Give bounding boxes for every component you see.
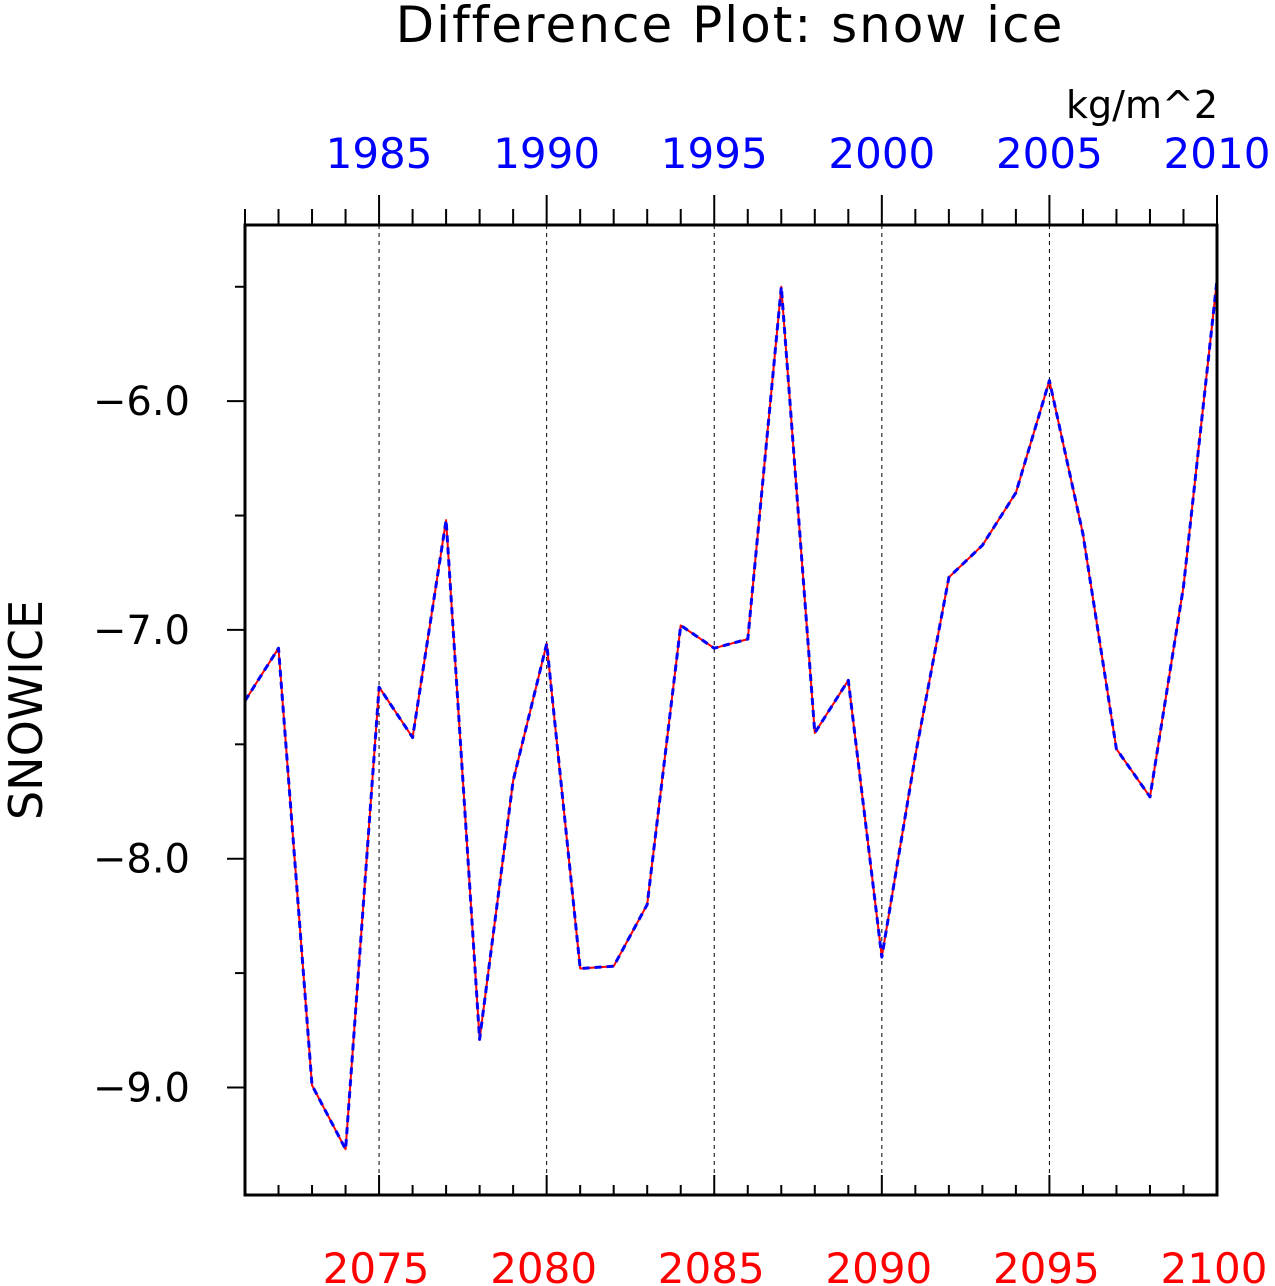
x-top-tick-label: 2000 [828, 129, 935, 178]
series-lines [243, 279, 1219, 1151]
y-tick-label: −6.0 [93, 379, 190, 425]
x-bottom-tick-label: 2075 [323, 1244, 430, 1286]
y-tick-label: −8.0 [93, 837, 190, 883]
y-tick-label: −7.0 [93, 608, 190, 654]
x-top-tick-label: 1990 [493, 129, 600, 178]
plot-frame [243, 223, 1219, 1197]
tick-labels: 2075 2080 2085 2090 2095 2100 1985 1990 1995 2000… [93, 129, 1271, 1286]
axis-ticks [227, 195, 1218, 1195]
y-axis-label: SNOWICE [0, 600, 53, 820]
x-bottom-tick-label: 2085 [658, 1244, 765, 1286]
gridlines [378, 225, 1050, 1195]
x-top-tick-label: 2010 [1164, 129, 1271, 178]
x-top-tick-label: 1995 [661, 129, 768, 178]
units-label: kg/m^2 [1066, 83, 1218, 127]
chart-title: Difference Plot: snow ice [396, 0, 1065, 54]
y-tick-label: −9.0 [93, 1065, 190, 1111]
x-bottom-tick-label: 2090 [825, 1244, 932, 1286]
series-line-blue [243, 279, 1219, 1151]
x-bottom-tick-label: 2100 [1161, 1244, 1268, 1286]
x-top-tick-label: 2005 [996, 129, 1103, 178]
x-bottom-tick-label: 2095 [993, 1244, 1100, 1286]
x-bottom-tick-label: 2080 [490, 1244, 597, 1286]
x-top-tick-label: 1985 [326, 129, 433, 178]
series-line-red [244, 279, 1218, 1151]
